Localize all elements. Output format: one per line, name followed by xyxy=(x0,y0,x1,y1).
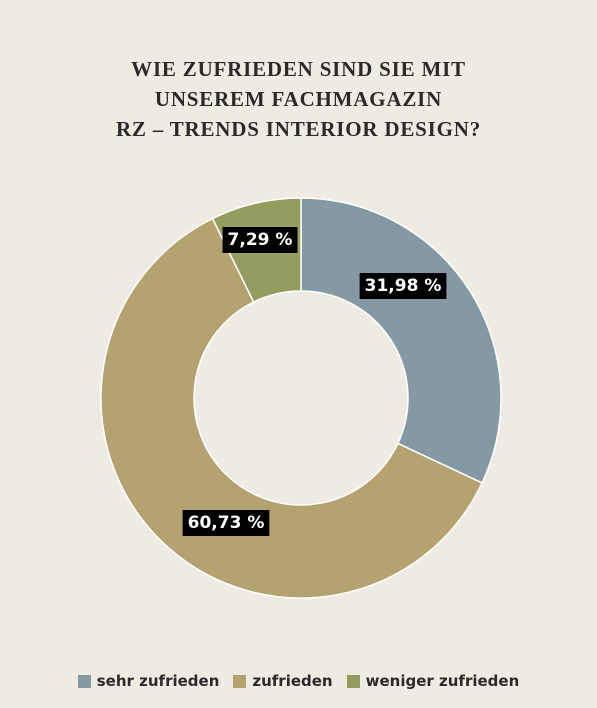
chart-title: WIE ZUFRIEDEN SIND SIE MIT UNSEREM FACHM… xyxy=(115,57,482,141)
value-label: 31,98 % xyxy=(359,273,447,299)
legend-swatch xyxy=(346,674,360,688)
legend-label: weniger zufrieden xyxy=(365,672,520,690)
value-label-text: 31,98 % xyxy=(365,276,442,296)
value-label-box xyxy=(222,227,298,253)
value-label: 60,73 % xyxy=(182,510,270,536)
legend-item: weniger zufrieden xyxy=(346,672,520,690)
value-label-text: 7,29 % xyxy=(228,230,293,250)
legend-item: sehr zufrieden xyxy=(77,672,220,690)
legend: sehr zufrieden zufrieden weniger zufrieden xyxy=(0,672,597,690)
value-label-box xyxy=(359,273,447,299)
legend-swatch xyxy=(77,674,91,688)
legend-label: zufrieden xyxy=(252,672,333,690)
value-label: 7,29 % xyxy=(222,227,298,253)
value-label-box xyxy=(182,510,270,536)
legend-label: sehr zufrieden xyxy=(96,672,220,690)
donut-segment xyxy=(300,197,502,484)
value-label-text: 60,73 % xyxy=(188,513,265,533)
donut-segment xyxy=(100,217,484,599)
legend-swatch xyxy=(233,674,247,688)
legend-item: zufrieden xyxy=(233,672,333,690)
